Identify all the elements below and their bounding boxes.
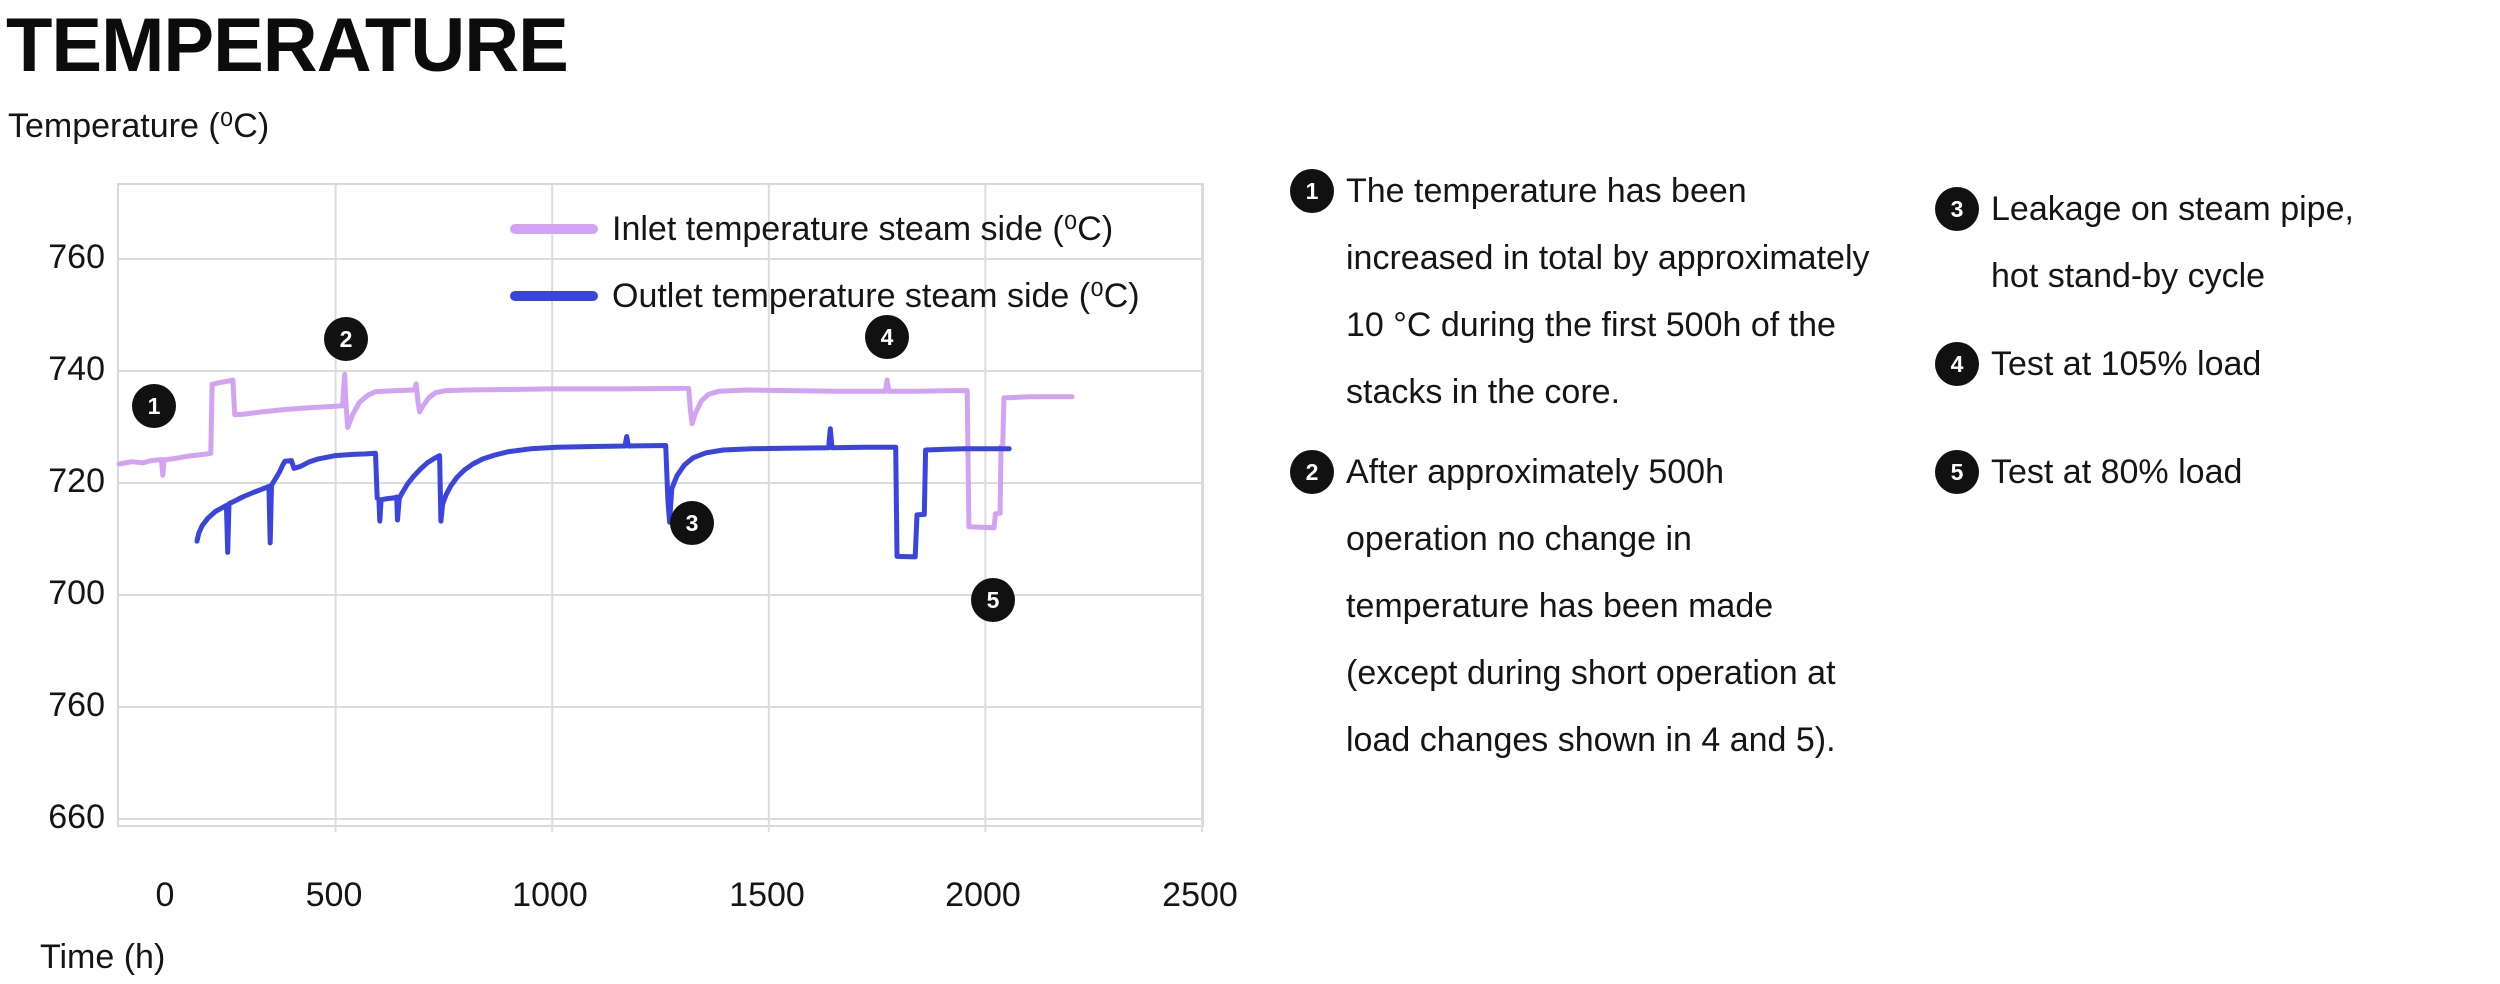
chart-marker-1: 1: [132, 384, 176, 428]
x-tick-label-2: 1000: [512, 876, 588, 914]
x-tick-label-5: 2500: [1162, 876, 1238, 914]
legend-label-outlet: Outlet temperature steam side (⁰C): [612, 276, 1140, 315]
note-5-badge: 5: [1935, 450, 1979, 494]
y-tick-label-5: 660: [48, 798, 105, 836]
note-4-badge: 4: [1935, 342, 1979, 386]
note-3-badge: 3: [1935, 187, 1979, 231]
chart-marker-5: 5: [971, 578, 1015, 622]
note-4-text: Test at 105% load: [1991, 345, 2262, 383]
note-3: 3 Leakage on steam pipe, hot stand-by cy…: [1935, 176, 2354, 310]
note-1-badge: 1: [1290, 169, 1334, 213]
note-5-text: Test at 80% load: [1991, 453, 2243, 491]
outlet-line-swatch: [510, 290, 598, 301]
x-tick-label-1: 500: [305, 876, 363, 914]
x-tick-label-4: 2000: [945, 876, 1021, 914]
y-tick-label-0: 760: [48, 238, 105, 276]
legend-row-inlet: Inlet temperature steam side (⁰C): [510, 195, 1140, 262]
page-title: TEMPERATURE: [6, 3, 569, 88]
chart-legend: Inlet temperature steam side (⁰C) Outlet…: [510, 195, 1140, 329]
inlet-line-swatch: [510, 223, 598, 234]
legend-row-outlet: Outlet temperature steam side (⁰C): [510, 262, 1140, 329]
note-1: 1 The temperature has been increased in …: [1290, 158, 1870, 426]
note-2-text: After approximately 500h operation no ch…: [1346, 453, 1836, 759]
outlet-temperature-line: [194, 426, 1012, 560]
y-tick-label-4: 760: [48, 686, 105, 724]
y-tick-label-3: 700: [48, 574, 105, 612]
x-tick-label-0: 0: [155, 876, 175, 914]
chart-marker-3: 3: [670, 501, 714, 545]
note-2: 2 After approximately 500h operation no …: [1290, 439, 1836, 774]
x-axis-title: Time (h): [40, 938, 166, 976]
note-5: 5 Test at 80% load: [1935, 439, 2242, 506]
x-tick-label-3: 1500: [729, 876, 805, 914]
chart-marker-2: 2: [324, 317, 368, 361]
note-4: 4 Test at 105% load: [1935, 331, 2261, 398]
chart-plot-area: [116, 185, 1203, 832]
y-axis-title: Temperature (⁰C): [8, 107, 270, 145]
y-tick-label-1: 740: [48, 350, 105, 388]
note-3-text: Leakage on steam pipe, hot stand-by cycl…: [1991, 190, 2354, 295]
chart-gridlines: [119, 185, 1203, 832]
chart-marker-4: 4: [865, 315, 909, 359]
y-tick-label-2: 720: [48, 462, 105, 500]
note-2-badge: 2: [1290, 450, 1334, 494]
temperature-chart: 1 2 3 4 5 Inlet temperature steam side (⁰C) …: [116, 183, 1204, 832]
legend-label-inlet: Inlet temperature steam side (⁰C): [612, 209, 1114, 248]
inlet-temperature-line: [116, 371, 1075, 531]
note-1-text: The temperature has been increased in to…: [1346, 172, 1870, 411]
